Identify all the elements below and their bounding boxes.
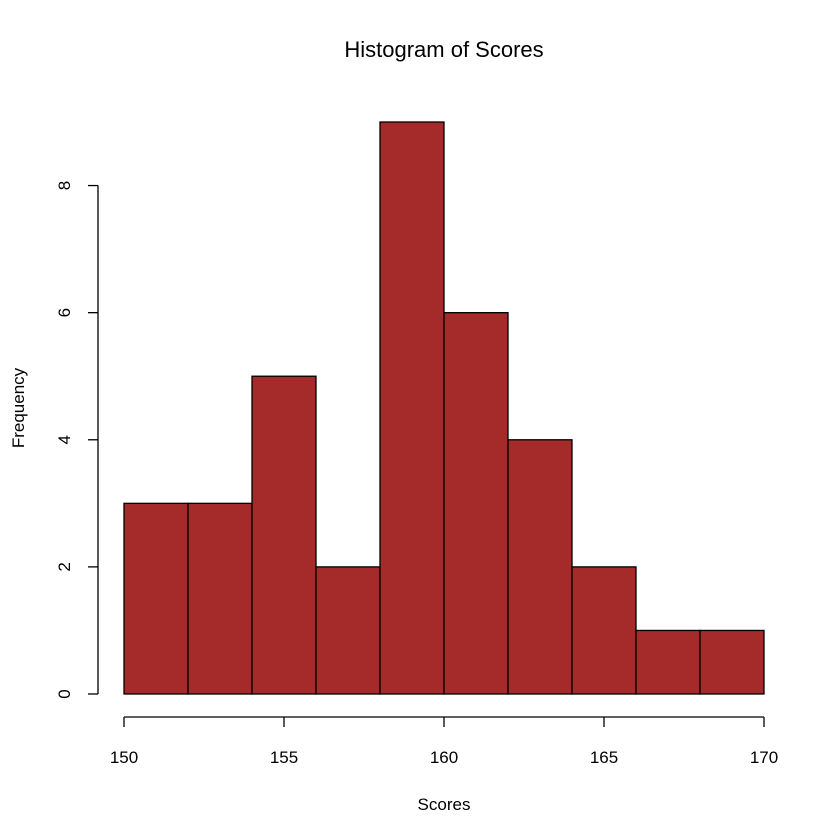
x-axis-label: Scores [418, 795, 471, 814]
y-tick-label-3: 6 [55, 308, 74, 317]
histogram-bar-3 [315, 566, 381, 695]
y-axis: 0 2 4 6 8 [55, 181, 99, 699]
x-tick-label-0: 150 [110, 748, 138, 767]
histogram-bar-0 [123, 502, 189, 695]
x-tick-label-2: 160 [430, 748, 458, 767]
chart-title: Histogram of Scores [344, 37, 543, 62]
x-tick-label-3: 165 [590, 748, 618, 767]
bars [123, 121, 765, 695]
histogram-bar-7 [571, 566, 637, 695]
histogram-bar-1 [187, 502, 253, 695]
y-tick-label-1: 2 [55, 562, 74, 571]
histogram-bar-8 [635, 629, 701, 695]
histogram-bar-4 [379, 121, 445, 695]
histogram-bar-9 [699, 629, 765, 695]
histogram-bar-6 [507, 439, 573, 695]
x-tick-label-4: 170 [750, 748, 778, 767]
y-tick-label-2: 4 [55, 435, 74, 444]
y-tick-label-4: 8 [55, 181, 74, 190]
x-axis: 150 155 160 165 170 [110, 716, 778, 767]
y-tick-label-0: 0 [55, 689, 74, 698]
y-axis-label: Frequency [9, 367, 28, 448]
histogram-bar-2 [251, 375, 317, 695]
histogram-bar-5 [443, 312, 509, 695]
x-tick-label-1: 155 [270, 748, 298, 767]
